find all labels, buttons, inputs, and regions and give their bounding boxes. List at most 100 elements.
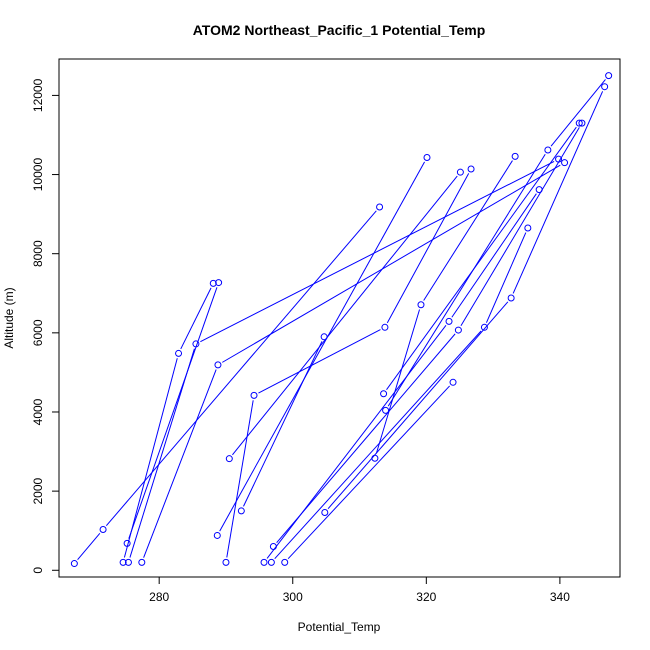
- series-segment: [232, 175, 458, 456]
- series-segment: [219, 161, 426, 532]
- data-point: [175, 349, 183, 357]
- data-point: [423, 154, 431, 162]
- data-point: [445, 317, 453, 325]
- series-segment: [258, 329, 381, 394]
- y-tick-label: 0: [31, 567, 45, 574]
- data-point: [511, 152, 519, 160]
- y-axis: 0 2000 4000 6000 8000 10000 12000: [31, 78, 60, 574]
- series-segment: [485, 232, 527, 323]
- series-11: [267, 224, 532, 566]
- data-point: [138, 558, 146, 566]
- series-segment: [226, 400, 254, 558]
- series-15: [371, 152, 519, 462]
- y-tick-label: 10000: [31, 158, 45, 192]
- data-point: [456, 168, 464, 176]
- data-point: [561, 159, 569, 167]
- data-point: [601, 83, 609, 91]
- series-segment: [375, 309, 421, 454]
- data-point: [605, 72, 613, 80]
- data-point: [507, 294, 515, 302]
- x-tick-label: 320: [416, 590, 436, 604]
- series-segment: [77, 533, 101, 561]
- data-point: [544, 146, 552, 154]
- data-point: [371, 454, 379, 462]
- series-12: [269, 119, 586, 551]
- data-point: [119, 558, 127, 566]
- data-point: [124, 558, 132, 566]
- data-point: [237, 507, 245, 515]
- series-14: [321, 83, 609, 516]
- data-point: [376, 203, 384, 211]
- series-segment: [386, 173, 470, 324]
- data-point: [260, 558, 268, 566]
- data-point: [70, 560, 78, 568]
- data-point: [225, 455, 233, 463]
- series-17: [382, 72, 613, 414]
- series-segment: [129, 348, 195, 558]
- y-axis-label: Altitude (m): [2, 287, 16, 348]
- data-point: [214, 361, 222, 369]
- series-segment: [200, 160, 555, 343]
- series-segment: [274, 330, 482, 559]
- series-segment: [128, 287, 218, 539]
- data-point: [320, 333, 328, 341]
- series-7: [222, 165, 475, 566]
- series-16: [380, 119, 583, 398]
- data-point: [524, 224, 532, 232]
- y-tick-label: 2000: [31, 477, 45, 504]
- series-segment: [123, 358, 178, 558]
- y-tick-label: 8000: [31, 240, 45, 267]
- data-point: [380, 390, 388, 398]
- y-tick-label: 4000: [31, 398, 45, 425]
- series-segment: [243, 341, 323, 507]
- series-13: [281, 378, 457, 566]
- data-point: [215, 279, 223, 287]
- data-point: [467, 165, 475, 173]
- data-point: [575, 119, 583, 127]
- series-segment: [550, 79, 606, 147]
- chart-title: ATOM2 Northeast_Pacific_1 Potential_Temp: [193, 22, 486, 38]
- series-9: [237, 333, 328, 515]
- series-2: [119, 279, 217, 566]
- series-segment: [180, 287, 212, 350]
- data-point: [454, 326, 462, 334]
- series-segment: [386, 126, 577, 391]
- series-5: [138, 159, 569, 566]
- data-point: [382, 406, 390, 414]
- y-tick-label: 12000: [31, 78, 45, 112]
- data-point: [281, 558, 289, 566]
- x-axis: 280 300 320 340: [149, 576, 570, 604]
- data-point: [250, 391, 258, 399]
- series-6: [213, 154, 431, 539]
- data-point: [123, 539, 131, 547]
- series-segment: [327, 301, 509, 510]
- series-3: [123, 279, 223, 547]
- data-point: [267, 558, 275, 566]
- series-segment: [451, 193, 537, 318]
- series-segment: [143, 369, 217, 558]
- series-segment: [423, 160, 513, 301]
- x-tick-label: 300: [283, 590, 303, 604]
- data-point: [480, 323, 488, 331]
- x-tick-label: 340: [550, 590, 570, 604]
- series-8: [225, 168, 464, 463]
- data-point: [269, 543, 277, 551]
- data-point: [213, 531, 221, 539]
- data-point: [321, 508, 329, 516]
- series-segment: [512, 91, 604, 294]
- data-point: [209, 279, 217, 287]
- data-point: [449, 378, 457, 386]
- x-axis-label: Potential_Temp: [298, 620, 381, 634]
- series-segment: [276, 333, 456, 544]
- y-tick-label: 6000: [31, 319, 45, 346]
- data-point: [192, 340, 200, 348]
- series-segment: [222, 164, 561, 363]
- x-tick-label: 280: [149, 590, 169, 604]
- data-point: [222, 558, 230, 566]
- series-segment: [460, 127, 580, 327]
- data-point: [99, 526, 107, 534]
- data-point: [381, 323, 389, 331]
- data-point: [578, 119, 586, 127]
